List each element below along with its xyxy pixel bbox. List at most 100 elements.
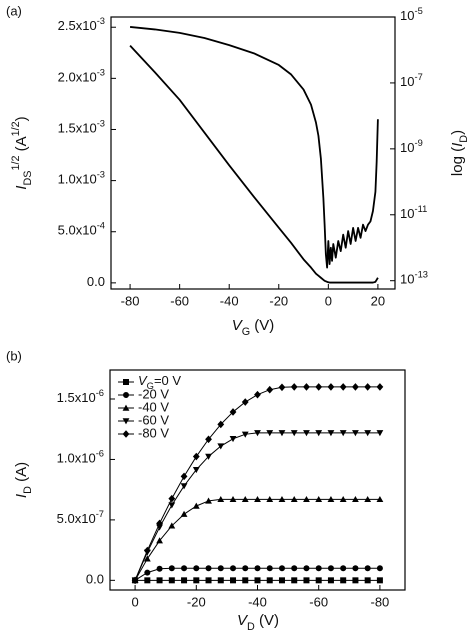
- tick-label-text: 10: [400, 8, 414, 23]
- tick-label: 10-13: [400, 270, 428, 287]
- marker: [278, 565, 285, 572]
- marker: [230, 577, 237, 584]
- marker: [205, 435, 212, 444]
- marker: [303, 495, 310, 503]
- marker: [364, 495, 372, 503]
- marker: [340, 565, 347, 572]
- tick-label: -80: [121, 293, 140, 308]
- marker: [180, 472, 188, 481]
- tick-label-text: 2.0x10: [58, 70, 97, 85]
- marker: [327, 565, 334, 572]
- marker: [254, 390, 261, 399]
- marker: [205, 497, 212, 504]
- tick-label-exponent: -3: [97, 17, 105, 27]
- marker: [376, 383, 384, 391]
- marker: [168, 494, 176, 503]
- marker: [303, 577, 310, 584]
- text-part: G: [242, 326, 250, 338]
- tick-label: 1.0x10-6: [57, 449, 104, 466]
- text-part: =0 V: [154, 373, 181, 388]
- tick-label-text: 1.5x10: [57, 390, 96, 405]
- marker: [290, 495, 298, 503]
- marker: [303, 565, 310, 572]
- marker: [327, 495, 335, 503]
- marker: [192, 452, 200, 461]
- tick-label-text: 5.0x10: [57, 511, 96, 526]
- marker: [205, 565, 212, 572]
- marker: [217, 420, 225, 429]
- x-axis-label: VG (V): [232, 317, 275, 338]
- marker: [168, 522, 176, 529]
- marker: [168, 577, 175, 584]
- text-part: ): [449, 130, 466, 135]
- tick-label: -60: [309, 594, 328, 609]
- marker: [217, 443, 225, 450]
- marker: [278, 430, 286, 437]
- text-part: (V): [255, 612, 279, 629]
- text-part: DS: [22, 171, 34, 186]
- text-part: G: [147, 381, 154, 391]
- tick-label-text: 10: [400, 206, 414, 221]
- marker: [266, 577, 273, 584]
- tick-label: 1.5x10-3: [58, 119, 105, 136]
- tick-label: -40: [248, 594, 267, 609]
- marker: [217, 565, 224, 572]
- tick-label: -20: [187, 594, 206, 609]
- marker: [122, 404, 130, 411]
- tick-label-text: 0.0: [87, 274, 105, 289]
- marker: [352, 565, 359, 572]
- marker: [364, 565, 371, 572]
- legend-label: -20 V: [138, 386, 169, 401]
- marker: [290, 383, 298, 391]
- tick-label-text: 1.5x10: [58, 121, 97, 136]
- marker: [315, 565, 322, 572]
- marker: [180, 483, 188, 490]
- marker: [123, 379, 129, 385]
- text-part: D: [247, 621, 255, 633]
- series-line: [129, 26, 379, 269]
- marker: [315, 383, 323, 391]
- text-part: V: [237, 612, 249, 629]
- marker: [340, 577, 347, 584]
- marker: [254, 495, 261, 503]
- marker: [143, 546, 151, 555]
- marker: [122, 418, 130, 425]
- legend-label: -60 V: [138, 412, 169, 427]
- tick-label-exponent: -4: [97, 221, 105, 231]
- marker: [254, 430, 261, 437]
- marker: [339, 495, 347, 503]
- marker: [339, 430, 347, 437]
- tick-label-text: 1.0x10: [58, 172, 97, 187]
- tick-label-exponent: -3: [97, 68, 105, 78]
- text-part: (V): [250, 317, 274, 334]
- tick-label: -40: [220, 293, 239, 308]
- marker: [168, 565, 175, 572]
- y-axis-label: ID (A): [13, 462, 34, 498]
- marker: [241, 431, 249, 438]
- marker: [156, 565, 163, 572]
- tick-label: 0.0: [87, 274, 105, 289]
- marker: [143, 555, 151, 562]
- marker: [254, 565, 261, 572]
- tick-label: 1.5x10-6: [57, 388, 104, 405]
- tick-label-text: 1.0x10: [57, 451, 96, 466]
- text-part: (A): [13, 462, 30, 486]
- marker: [327, 383, 335, 391]
- tick-label-exponent: -7: [414, 72, 422, 82]
- y-axis-label: IDS1/2 (A1/2): [10, 116, 34, 189]
- marker: [181, 577, 188, 584]
- marker: [241, 495, 249, 503]
- marker: [156, 519, 163, 528]
- tick-label-text: 10: [400, 272, 414, 287]
- tick-label: 2.0x10-3: [58, 68, 105, 85]
- marker: [278, 577, 285, 584]
- tick-label-exponent: -6: [96, 449, 104, 459]
- marker: [181, 565, 188, 572]
- marker: [278, 383, 286, 392]
- text-part: I: [13, 494, 30, 498]
- legend-label: VG=0 V: [138, 373, 181, 391]
- tick-label-text: 0.0: [86, 572, 104, 587]
- legend-label: -40 V: [138, 399, 169, 414]
- marker: [266, 565, 273, 572]
- marker: [205, 577, 212, 584]
